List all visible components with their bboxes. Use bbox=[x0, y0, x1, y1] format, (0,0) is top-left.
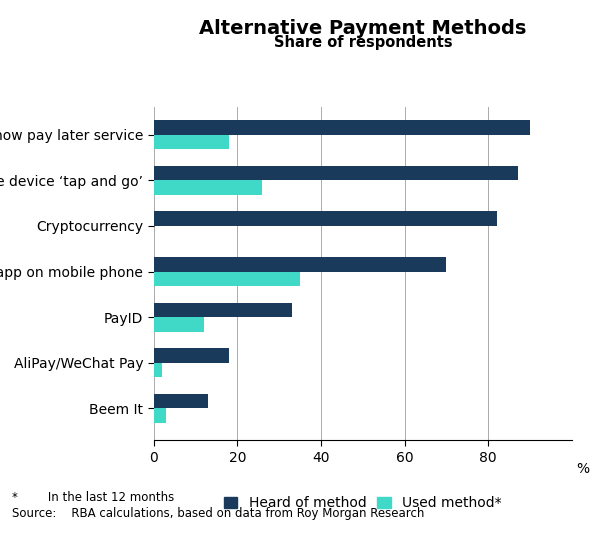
Bar bbox=[154, 212, 497, 226]
Bar bbox=[154, 348, 229, 363]
Text: Source:    RBA calculations, based on data from Roy Morgan Research: Source: RBA calculations, based on data … bbox=[12, 507, 425, 520]
Text: Alternative Payment Methods: Alternative Payment Methods bbox=[199, 19, 526, 38]
Bar bbox=[154, 394, 208, 409]
Bar bbox=[154, 272, 300, 286]
Text: %: % bbox=[576, 462, 589, 476]
Bar bbox=[154, 135, 229, 149]
Bar bbox=[154, 317, 204, 332]
Bar bbox=[154, 303, 292, 317]
Bar bbox=[154, 120, 530, 135]
Bar bbox=[154, 257, 446, 272]
Bar bbox=[154, 166, 518, 180]
Bar bbox=[154, 409, 166, 423]
Legend: Heard of method, Used method*: Heard of method, Used method* bbox=[218, 491, 507, 516]
Text: Share of respondents: Share of respondents bbox=[274, 35, 452, 50]
Bar bbox=[154, 363, 162, 378]
Text: *        In the last 12 months: * In the last 12 months bbox=[12, 491, 175, 504]
Bar bbox=[154, 180, 263, 195]
